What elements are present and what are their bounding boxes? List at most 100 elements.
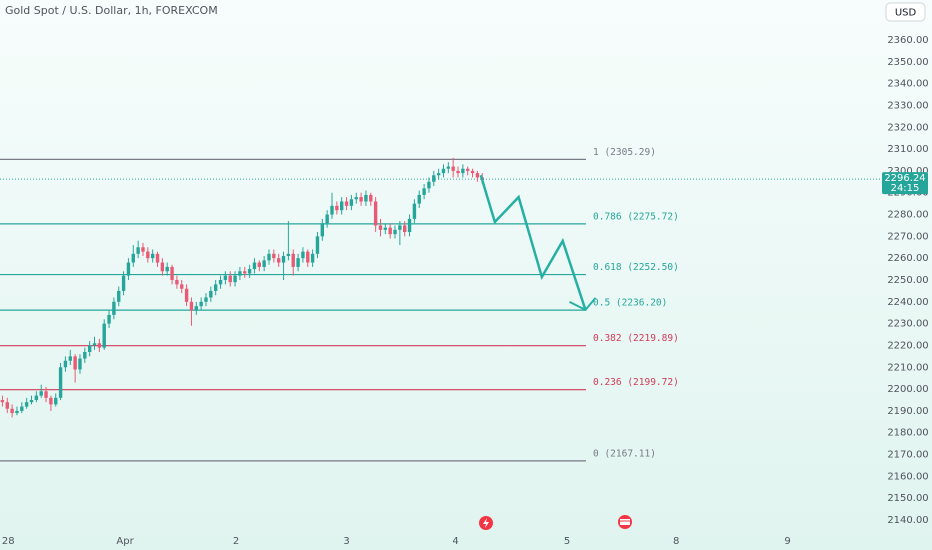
candle-body bbox=[262, 260, 266, 267]
y-tick-label: 2310.00 bbox=[887, 144, 928, 155]
x-tick-label: 9 bbox=[784, 536, 790, 547]
y-tick-label: 2320.00 bbox=[887, 122, 928, 133]
candle-body bbox=[136, 247, 140, 254]
candle-body bbox=[189, 301, 194, 311]
candle-body bbox=[150, 253, 155, 259]
y-tick-label: 2200.00 bbox=[887, 384, 928, 395]
candle-body bbox=[39, 391, 43, 396]
candle-body bbox=[422, 188, 426, 195]
candle-body bbox=[383, 227, 388, 230]
candle-body bbox=[461, 168, 465, 174]
candle-body bbox=[78, 358, 82, 370]
candle-body bbox=[349, 199, 354, 206]
y-tick-label: 2260.00 bbox=[887, 253, 928, 264]
candle-body bbox=[441, 168, 446, 174]
y-tick-label: 2330.00 bbox=[887, 100, 928, 111]
y-tick-label: 2190.00 bbox=[887, 406, 928, 417]
candle-body bbox=[107, 314, 111, 324]
y-tick-label: 2170.00 bbox=[887, 450, 928, 461]
candle-body bbox=[403, 225, 407, 232]
candle-body bbox=[160, 262, 165, 272]
candle-body bbox=[49, 397, 53, 405]
y-tick-label: 2360.00 bbox=[887, 35, 928, 46]
candle-body bbox=[272, 253, 276, 259]
candle-body bbox=[180, 284, 184, 289]
y-tick-label: 2150.00 bbox=[887, 493, 928, 504]
candle-body bbox=[141, 247, 145, 252]
candle-body bbox=[339, 201, 344, 211]
y-tick-label: 2280.00 bbox=[887, 210, 928, 221]
candle-body bbox=[301, 251, 305, 259]
event-icon-glyph bbox=[620, 519, 630, 525]
currency-label[interactable]: USD bbox=[895, 8, 917, 19]
candle-body bbox=[44, 391, 48, 398]
candle-body bbox=[29, 400, 34, 403]
y-tick-label: 2180.00 bbox=[887, 428, 928, 439]
y-tick-label: 2300.00 bbox=[887, 166, 928, 177]
currency-button[interactable] bbox=[885, 2, 926, 22]
y-tick-label: 2270.00 bbox=[887, 231, 928, 242]
candle-body bbox=[286, 253, 291, 256]
fib-level-label: 0.236 (2199.72) bbox=[593, 377, 679, 388]
candle-body bbox=[427, 181, 431, 189]
y-tick-label: 2240.00 bbox=[887, 297, 928, 308]
candle-body bbox=[155, 253, 160, 263]
candle-body bbox=[276, 258, 281, 263]
candle-body bbox=[398, 225, 402, 230]
candle-body bbox=[199, 301, 203, 307]
candle-body bbox=[432, 175, 436, 182]
fib-level-label: 1 (2305.29) bbox=[593, 147, 656, 158]
candle-body bbox=[291, 253, 295, 267]
candle-body bbox=[451, 166, 455, 171]
candle-body bbox=[393, 229, 397, 235]
candle-body bbox=[466, 168, 470, 171]
candle-body bbox=[117, 290, 121, 302]
candle-body bbox=[131, 253, 135, 263]
candle-body bbox=[388, 227, 392, 235]
projection-path bbox=[479, 174, 587, 311]
candle-body bbox=[58, 367, 63, 398]
candle-body bbox=[252, 262, 257, 270]
candle-body bbox=[175, 280, 179, 285]
y-tick-label: 2230.00 bbox=[887, 319, 928, 330]
candle-body bbox=[446, 166, 451, 169]
candle-body bbox=[296, 258, 300, 267]
y-tick-label: 2160.00 bbox=[887, 471, 928, 482]
chart-title: Gold Spot / U.S. Dollar, 1h, FOREXCOM bbox=[5, 4, 218, 17]
candle-body bbox=[369, 194, 373, 202]
candle-body bbox=[436, 173, 441, 176]
candle-body bbox=[184, 288, 189, 302]
x-tick-label: Apr bbox=[116, 536, 134, 547]
candle-body bbox=[475, 173, 480, 178]
candle-body bbox=[24, 402, 29, 407]
y-tick-label: 2350.00 bbox=[887, 57, 928, 68]
candle-body bbox=[320, 223, 325, 237]
candle-body bbox=[63, 360, 68, 368]
y-tick-label: 2250.00 bbox=[887, 275, 928, 286]
y-tick-label: 2340.00 bbox=[887, 79, 928, 90]
candle-body bbox=[354, 197, 358, 200]
candle-body bbox=[97, 343, 102, 348]
candle-body bbox=[228, 275, 232, 283]
candle-body bbox=[247, 269, 252, 274]
candle-body bbox=[412, 203, 417, 219]
candle-body bbox=[0, 400, 5, 403]
candle-body bbox=[470, 170, 475, 174]
candle-body bbox=[257, 262, 262, 267]
candle-body bbox=[417, 194, 421, 204]
candle-body bbox=[373, 201, 378, 226]
candle-body bbox=[15, 410, 19, 414]
candle-body bbox=[218, 280, 223, 285]
candle-body bbox=[10, 408, 14, 414]
fib-level-label: 0.618 (2252.50) bbox=[593, 262, 679, 273]
candle-body bbox=[456, 170, 460, 174]
candle-body bbox=[87, 345, 92, 352]
candle-body bbox=[407, 218, 412, 232]
x-tick-label: 2 bbox=[233, 536, 239, 547]
candle-body bbox=[209, 290, 213, 298]
candle-body bbox=[330, 205, 334, 215]
candle-body bbox=[213, 284, 218, 291]
x-tick-label: 8 bbox=[673, 536, 679, 547]
candle-body bbox=[165, 266, 169, 272]
